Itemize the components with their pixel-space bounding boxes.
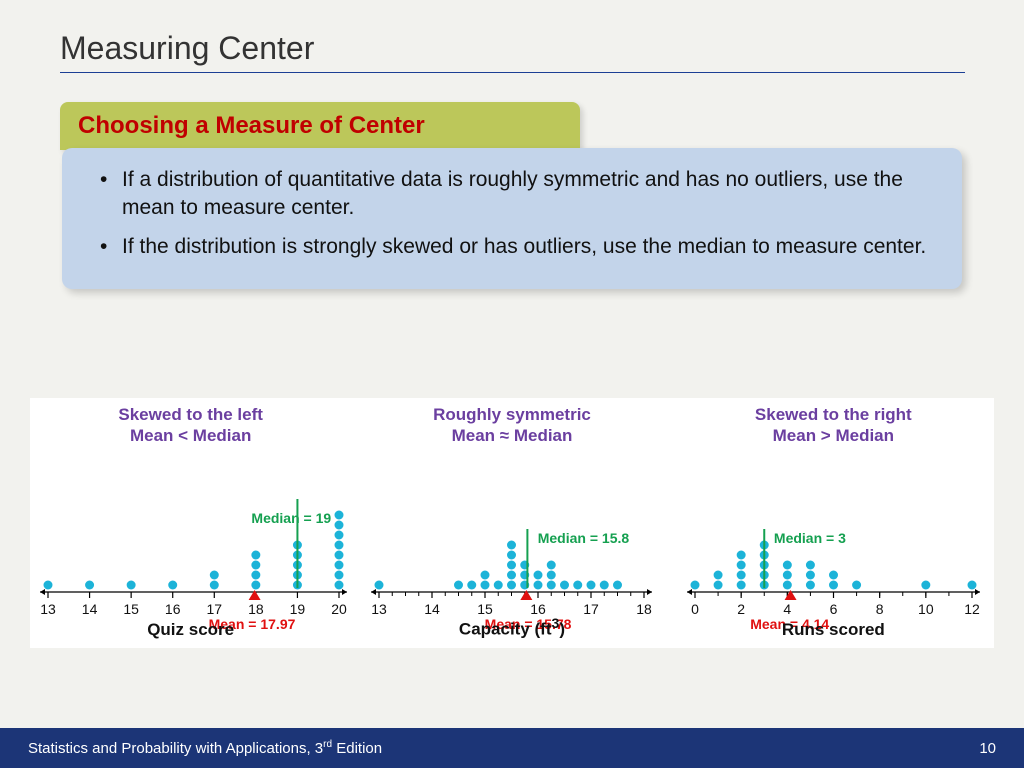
axis-label: Runs scored [673, 620, 994, 640]
svg-text:17: 17 [584, 601, 600, 617]
axis-label: Quiz score [30, 620, 351, 640]
axis-label: Capacity (ft3) [351, 616, 672, 640]
panel-symmetric: Roughly symmetricMean ≈ Median 13 14 15 16 17… [351, 398, 672, 648]
svg-text:19: 19 [290, 601, 306, 617]
svg-text:14: 14 [425, 601, 441, 617]
subtitle-text: Choosing a Measure of Center [78, 112, 425, 139]
bullet-list: If a distribution of quantitative data i… [94, 166, 940, 261]
svg-text:13: 13 [40, 601, 56, 617]
svg-text:15: 15 [123, 601, 139, 617]
svg-text:4: 4 [783, 601, 791, 617]
panel-title: Skewed to the leftMean < Median [30, 398, 351, 447]
svg-text:13: 13 [372, 601, 388, 617]
panel-right-skew: Skewed to the rightMean > Median 0 2 4 6 8 10 1… [673, 398, 994, 648]
median-label: Median = 19 [251, 510, 331, 526]
svg-text:18: 18 [248, 601, 264, 617]
svg-text:2: 2 [737, 601, 745, 617]
svg-text:8: 8 [875, 601, 883, 617]
panel-title: Skewed to the rightMean > Median [673, 398, 994, 447]
svg-text:16: 16 [531, 601, 547, 617]
slide-footer: Statistics and Probability with Applicat… [0, 728, 1024, 768]
bullet-item: If the distribution is strongly skewed o… [94, 233, 940, 261]
svg-text:12: 12 [964, 601, 980, 617]
svg-text:15: 15 [478, 601, 494, 617]
median-label: Median = 15.8 [538, 530, 629, 546]
subtitle-box: Choosing a Measure of Center [60, 102, 580, 150]
footer-text: Statistics and Probability with Applicat… [28, 739, 382, 757]
slide-title: Measuring Center [60, 30, 314, 67]
svg-text:10: 10 [918, 601, 934, 617]
svg-text:17: 17 [206, 601, 222, 617]
panel-title: Roughly symmetricMean ≈ Median [351, 398, 672, 447]
content-box: If a distribution of quantitative data i… [62, 148, 962, 289]
median-label: Median = 3 [774, 530, 846, 546]
svg-text:6: 6 [829, 601, 837, 617]
title-underline [60, 72, 965, 73]
svg-text:18: 18 [637, 601, 653, 617]
svg-text:14: 14 [82, 601, 98, 617]
page-number: 10 [979, 740, 996, 757]
svg-text:16: 16 [165, 601, 181, 617]
charts-container: Skewed to the leftMean < Median 13 14 15 16 1… [30, 398, 994, 648]
svg-text:0: 0 [691, 601, 699, 617]
bullet-item: If a distribution of quantitative data i… [94, 166, 940, 223]
panel-left-skew: Skewed to the leftMean < Median 13 14 15 16 1… [30, 398, 351, 648]
svg-text:20: 20 [331, 601, 347, 617]
